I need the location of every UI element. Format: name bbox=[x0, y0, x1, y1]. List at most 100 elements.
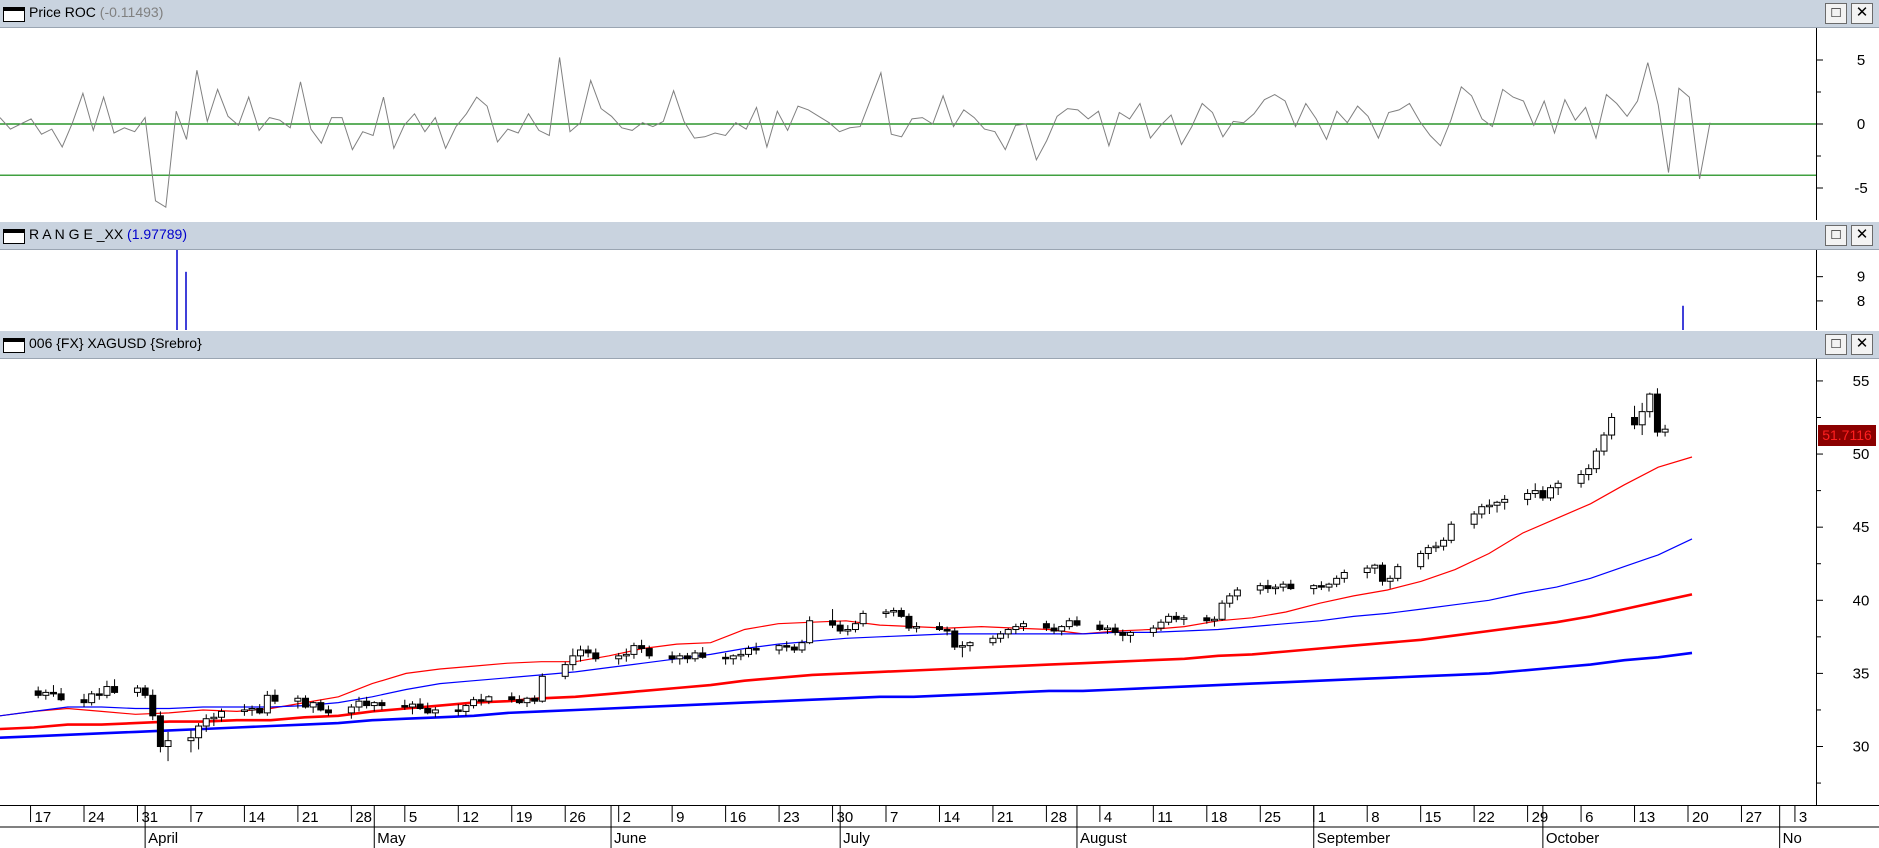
candle-body bbox=[622, 653, 630, 657]
candle-body bbox=[630, 645, 638, 655]
candle-body bbox=[584, 649, 592, 654]
candle-body bbox=[80, 699, 88, 704]
candle-body bbox=[523, 697, 531, 704]
candle-body bbox=[668, 655, 676, 660]
time-month-label-7: No bbox=[1783, 830, 1802, 847]
candle-body bbox=[355, 700, 363, 708]
time-day-label-29: 6 bbox=[1585, 809, 1593, 826]
candle-body bbox=[1554, 482, 1562, 489]
time-day-label-4: 14 bbox=[248, 809, 265, 826]
range-y-axis-svg: 98 bbox=[1817, 269, 1865, 310]
candle-body bbox=[1272, 586, 1280, 590]
candle-body bbox=[477, 699, 485, 702]
candle-body bbox=[1157, 621, 1165, 629]
candle-body bbox=[1226, 595, 1234, 604]
price-titlebar[interactable]: 006 {FX} XAGUSD {Srebro} □ ✕ bbox=[0, 331, 1879, 359]
candle-body bbox=[531, 697, 539, 702]
candle-body bbox=[1325, 583, 1333, 588]
time-day-label-2: 31 bbox=[141, 809, 158, 826]
time-day-label-0: 17 bbox=[35, 809, 52, 826]
price-roc-chart bbox=[0, 57, 1816, 209]
price-chart bbox=[0, 388, 1693, 762]
candle-body bbox=[103, 686, 111, 696]
time-day-label-31: 20 bbox=[1692, 809, 1709, 826]
time-day-label-5: 21 bbox=[302, 809, 319, 826]
candle-body bbox=[1149, 627, 1157, 633]
time-month-label-6: October bbox=[1546, 830, 1599, 847]
last-price-badge: 51.7116 bbox=[1818, 425, 1876, 446]
range-plot[interactable] bbox=[0, 250, 1816, 330]
close-button[interactable]: ✕ bbox=[1851, 3, 1873, 24]
candle-body bbox=[1287, 583, 1295, 590]
candle-body bbox=[1042, 623, 1050, 629]
time-day-label-33: 3 bbox=[1799, 809, 1807, 826]
candle-body bbox=[240, 709, 248, 712]
roc-y-tick-label-2: -5 bbox=[1854, 180, 1867, 197]
time-day-label-22: 18 bbox=[1211, 809, 1228, 826]
range-titlebar[interactable]: R A N G E _XX (1.97789) □ ✕ bbox=[0, 222, 1879, 250]
time-day-label-11: 2 bbox=[623, 809, 631, 826]
candle-body bbox=[370, 702, 378, 707]
maximize-button[interactable]: □ bbox=[1825, 334, 1847, 355]
candle-body bbox=[454, 709, 462, 712]
maximize-button[interactable]: □ bbox=[1825, 3, 1847, 24]
price-y-tick-label-0: 55 bbox=[1853, 373, 1870, 390]
price-title-label: 006 {FX} XAGUSD {Srebro} bbox=[29, 335, 202, 351]
candle-body bbox=[95, 693, 103, 696]
candle-body bbox=[347, 706, 355, 714]
price-plot[interactable] bbox=[0, 359, 1816, 805]
candle-body bbox=[309, 702, 317, 708]
candle-body bbox=[508, 696, 516, 701]
candle-body bbox=[156, 715, 164, 748]
candle-body bbox=[1096, 624, 1104, 631]
candle-body bbox=[851, 623, 859, 631]
time-month-label-3: July bbox=[843, 830, 870, 847]
time-axis: 17 24 31 7 14 21 28 5 12 19 26 2 9 16 23 30 7 14 21 28 4 11 18… bbox=[0, 805, 1879, 848]
candle-body bbox=[141, 687, 149, 696]
price-roc-title-label: Price ROC bbox=[29, 4, 96, 20]
time-day-label-17: 14 bbox=[943, 809, 960, 826]
candle-body bbox=[737, 653, 745, 657]
candle-body bbox=[416, 703, 424, 709]
candle-body bbox=[882, 611, 890, 614]
candle-body bbox=[1264, 585, 1272, 590]
roc-y-tick-label-0: 5 bbox=[1857, 52, 1865, 69]
maximize-button[interactable]: □ bbox=[1825, 225, 1847, 246]
time-day-label-15: 30 bbox=[837, 809, 854, 826]
candle-body bbox=[431, 709, 439, 714]
candle-body bbox=[913, 626, 921, 629]
candle-body bbox=[1417, 552, 1425, 568]
candle-body bbox=[897, 610, 905, 617]
candle-body bbox=[1333, 577, 1341, 585]
time-day-label-21: 11 bbox=[1157, 809, 1173, 826]
roc-series-line bbox=[0, 57, 1711, 209]
close-button[interactable]: ✕ bbox=[1851, 334, 1873, 355]
candle-body bbox=[187, 737, 195, 742]
time-day-label-26: 15 bbox=[1425, 809, 1442, 826]
candle-body bbox=[271, 694, 279, 702]
candle-body bbox=[1394, 566, 1402, 579]
candle-body bbox=[294, 697, 302, 702]
time-day-label-13: 16 bbox=[730, 809, 747, 826]
candle-body bbox=[1585, 468, 1593, 476]
price-roc-plot[interactable] bbox=[0, 28, 1816, 220]
candle-body bbox=[1653, 393, 1661, 433]
candle-body bbox=[1631, 416, 1639, 426]
candle-body bbox=[111, 686, 119, 693]
price-pane: 006 {FX} XAGUSD {Srebro} □ ✕ 55 50 45 40 35 3… bbox=[0, 331, 1879, 805]
range-title-value: (1.97789) bbox=[127, 226, 187, 242]
candle-body bbox=[1432, 545, 1440, 549]
close-button[interactable]: ✕ bbox=[1851, 225, 1873, 246]
price-title: 006 {FX} XAGUSD {Srebro} bbox=[29, 335, 202, 351]
candle-body bbox=[905, 615, 913, 629]
pane-window-icon bbox=[3, 229, 25, 244]
candle-body bbox=[958, 645, 966, 648]
candle-body bbox=[1661, 428, 1669, 433]
candle-body bbox=[1180, 617, 1188, 620]
candle-body bbox=[378, 702, 386, 707]
candle-body bbox=[783, 645, 791, 648]
price-roc-titlebar[interactable]: Price ROC (-0.11493) □ ✕ bbox=[0, 0, 1879, 28]
candle-body bbox=[1531, 490, 1539, 495]
candle-body bbox=[363, 700, 371, 707]
